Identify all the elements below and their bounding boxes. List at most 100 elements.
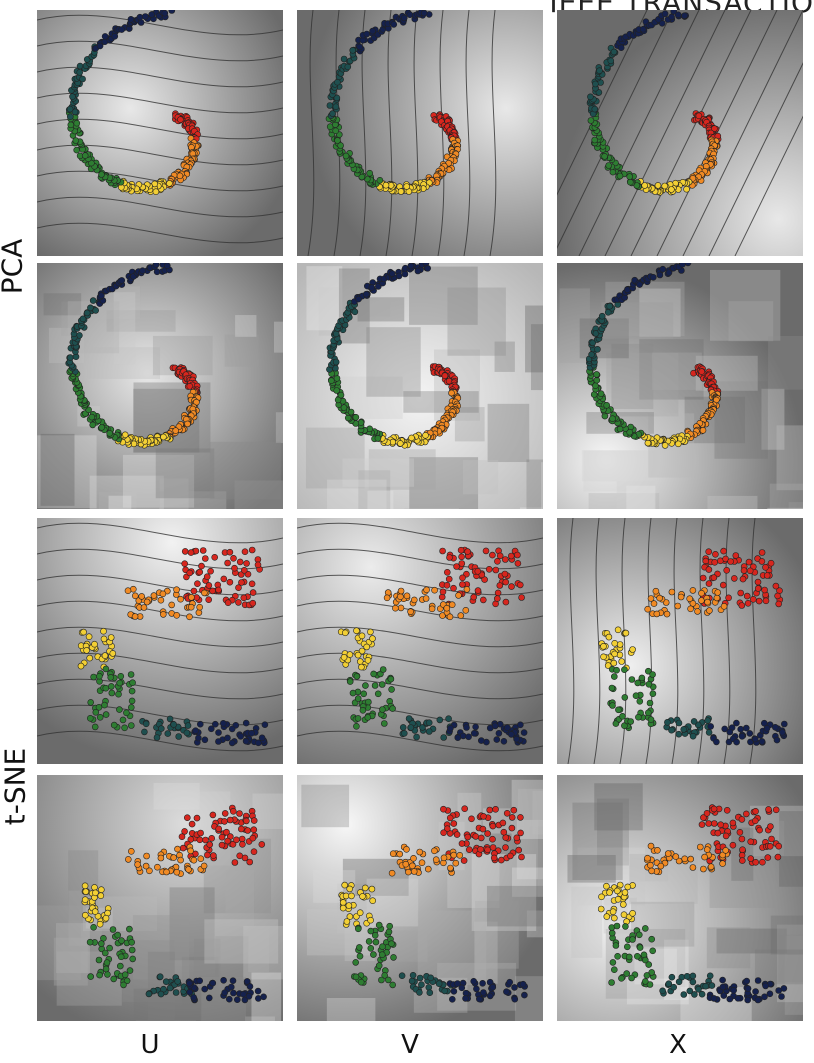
data-point	[440, 854, 448, 862]
data-point	[407, 724, 415, 731]
data-point	[768, 835, 775, 843]
data-point	[604, 662, 612, 669]
panel-pca-u-field	[37, 263, 283, 509]
data-point	[160, 611, 167, 618]
data-point	[110, 721, 118, 729]
data-point	[612, 942, 620, 949]
data-point	[248, 729, 255, 737]
data-point	[370, 951, 377, 958]
data-point	[202, 555, 209, 562]
data-point	[502, 578, 509, 586]
data-point	[441, 987, 448, 995]
data-point	[402, 860, 410, 868]
data-point	[616, 641, 624, 648]
data-point	[448, 389, 455, 397]
data-point	[198, 562, 205, 570]
data-point	[626, 953, 633, 961]
data-point	[754, 578, 762, 586]
data-point	[187, 603, 195, 611]
data-point	[175, 733, 182, 740]
data-point	[378, 976, 385, 984]
data-point	[258, 841, 266, 848]
panel-tsne-x-contour	[557, 518, 803, 764]
data-point	[732, 552, 740, 559]
data-point	[621, 889, 629, 896]
data-point	[425, 719, 433, 726]
data-point	[362, 884, 369, 892]
data-point	[626, 428, 633, 436]
data-point	[174, 845, 181, 853]
data-point	[766, 843, 774, 850]
data-point	[653, 610, 661, 618]
data-point	[752, 735, 759, 743]
data-point	[408, 977, 416, 985]
data-point	[72, 137, 80, 144]
panel-tsne-u-contour	[37, 518, 283, 764]
data-point	[699, 574, 707, 582]
data-point	[761, 586, 768, 594]
data-point	[197, 855, 205, 862]
data-point	[708, 982, 716, 989]
data-point	[740, 567, 748, 574]
data-point	[221, 818, 228, 825]
data-point	[66, 354, 74, 361]
data-point	[197, 829, 204, 837]
data-point	[587, 93, 594, 101]
data-point	[346, 885, 354, 893]
data-point	[228, 983, 235, 991]
data-point	[69, 93, 76, 100]
data-point	[658, 20, 666, 27]
data-point	[246, 858, 253, 866]
data-point	[706, 607, 713, 614]
data-point	[403, 846, 410, 853]
data-point	[209, 587, 216, 595]
data-point	[215, 586, 222, 594]
data-point	[444, 568, 451, 576]
data-point	[494, 557, 501, 565]
data-point	[385, 928, 393, 936]
data-point	[418, 859, 426, 866]
data-point	[772, 582, 780, 590]
data-point	[762, 982, 769, 990]
data-point	[166, 180, 173, 187]
data-point	[183, 729, 191, 737]
data-point	[203, 573, 211, 581]
data-point	[116, 706, 123, 713]
data-point	[398, 972, 406, 979]
data-point	[643, 972, 651, 979]
data-point	[638, 674, 646, 682]
data-point	[772, 806, 780, 814]
data-point	[719, 976, 726, 984]
data-point	[102, 665, 110, 673]
data-point	[720, 992, 728, 999]
data-point	[96, 971, 103, 979]
data-point	[448, 601, 456, 608]
data-point	[610, 48, 618, 56]
data-point	[707, 863, 715, 870]
data-point	[388, 940, 395, 947]
data-point	[657, 862, 665, 870]
data-point	[484, 846, 491, 854]
data-point	[209, 811, 217, 819]
data-point	[665, 980, 673, 987]
data-point	[220, 977, 227, 984]
data-point	[423, 586, 430, 594]
data-point	[773, 736, 781, 744]
data-point	[649, 690, 657, 697]
data-point	[694, 608, 701, 615]
data-point	[418, 981, 425, 988]
data-point	[96, 920, 104, 928]
data-point	[186, 988, 193, 996]
data-point	[744, 996, 751, 1004]
data-point	[352, 959, 360, 966]
data-point	[178, 833, 186, 841]
data-point	[459, 732, 467, 740]
data-point	[228, 725, 236, 733]
data-point	[181, 548, 189, 555]
data-point	[357, 978, 365, 986]
data-point	[403, 592, 411, 600]
data-point	[196, 977, 203, 985]
data-point	[379, 943, 386, 950]
data-point	[107, 674, 114, 681]
data-point	[378, 951, 386, 958]
